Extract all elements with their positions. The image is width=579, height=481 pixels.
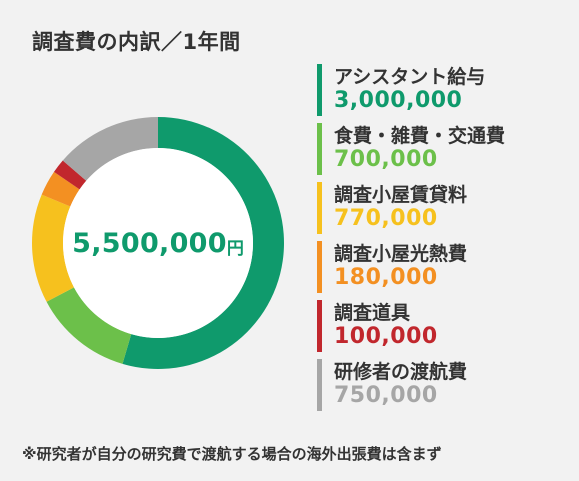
legend-value: 180,000 [334,265,438,290]
donut-slice [32,194,74,302]
total-unit: 円 [226,238,244,259]
legend-label: 研修者の渡航費 [334,361,468,383]
legend-color-bar [317,241,322,293]
footnote: ※研究者が自分の研究費で渡航する場合の海外出張費は含まず [22,445,442,463]
legend-color-bar [317,359,322,411]
legend-value: 750,000 [334,383,438,408]
total-value: 5,500,000 [72,227,227,259]
legend-item-assistant-salary: アシスタント給与 3,000,000 [317,62,567,121]
legend-color-bar [317,64,322,116]
donut-chart: 5,500,000 円 [28,113,288,373]
legend-item-hut-utilities: 調査小屋光熱費 180,000 [317,239,567,298]
chart-title: 調査費の内訳／1年間 [32,30,241,54]
donut-hole [63,148,253,338]
legend-label: 調査道具 [334,302,411,324]
legend-label: アシスタント給与 [334,66,486,88]
legend-value: 700,000 [334,147,438,172]
donut-slice [122,117,284,369]
donut-slice [62,117,158,181]
legend-label: 食費・雑費・交通費 [334,125,506,147]
legend-item-food-misc-transport: 食費・雑費・交通費 700,000 [317,121,567,180]
total-amount: 5,500,000 円 [28,113,288,373]
donut-svg [32,117,284,369]
donut-slice [41,171,80,207]
legend-item-hut-rent: 調査小屋賃貸料 770,000 [317,180,567,239]
legend-color-bar [317,182,322,234]
legend-color-bar [317,300,322,352]
legend-item-research-tools: 調査道具 100,000 [317,298,567,357]
legend-label: 調査小屋光熱費 [334,243,468,265]
legend: アシスタント給与 3,000,000 食費・雑費・交通費 700,000 調査小… [317,62,567,416]
legend-value: 770,000 [334,206,438,231]
donut-slice [46,287,132,364]
legend-value: 3,000,000 [334,88,463,113]
legend-item-trainee-travel: 研修者の渡航費 750,000 [317,357,567,416]
legend-label: 調査小屋賃貸料 [334,184,468,206]
donut-slice [53,160,87,190]
legend-value: 100,000 [334,324,438,349]
legend-color-bar [317,123,322,175]
